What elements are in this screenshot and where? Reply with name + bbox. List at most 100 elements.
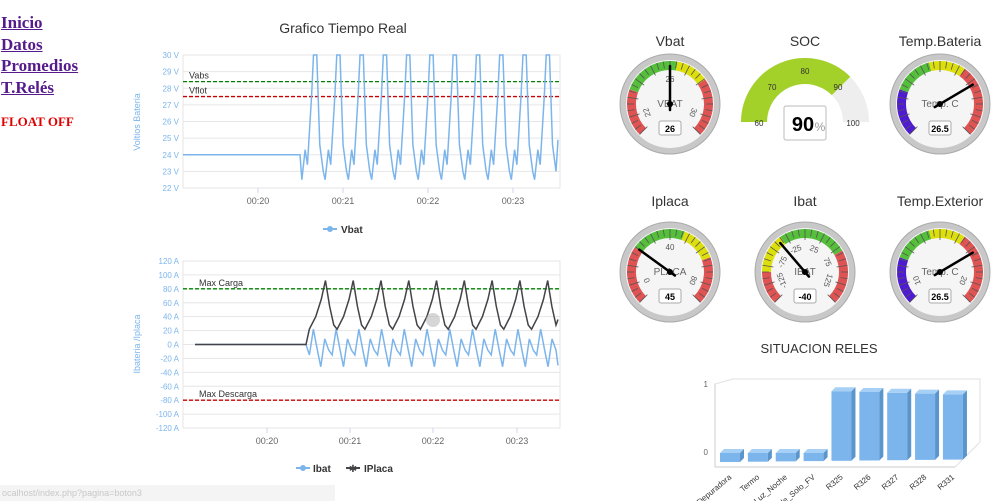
- relay-category-label: R326: [852, 472, 873, 492]
- gauge-tick: [701, 252, 709, 257]
- nav-link-inicio[interactable]: Inicio: [1, 13, 43, 32]
- gauge-tick: [920, 233, 926, 244]
- gauge-tick-label: 75: [821, 256, 833, 268]
- vbat-ytick-label: 26 V: [163, 118, 180, 127]
- vbat-chart-legend[interactable]: Vbat: [323, 225, 363, 236]
- gauge-tick: [954, 65, 960, 76]
- current-plotline-label: Max Descarga: [199, 389, 257, 399]
- gauge-tick: [797, 229, 800, 237]
- gauge-band: [627, 89, 646, 135]
- soc-value: 90: [792, 114, 814, 136]
- nav-link-promedios[interactable]: Promedios: [1, 56, 79, 75]
- gauge-tick: [954, 233, 960, 244]
- gauge-value: 26.5: [931, 124, 949, 134]
- gauge-tick: [901, 119, 909, 124]
- gauge-tick: [819, 233, 825, 244]
- gauge-tick-label: -75: [776, 254, 789, 269]
- gauge-tick: [974, 258, 982, 262]
- relay-bar-top: [775, 449, 800, 453]
- gauge-tick: [920, 65, 926, 76]
- relay-ytick-label: 1: [704, 380, 709, 389]
- gauge-tick: [897, 277, 905, 280]
- gauge-band: [829, 250, 848, 303]
- gauge-tick-label: 125: [821, 273, 834, 289]
- soc-tick-label: 80: [801, 67, 810, 76]
- gauge-temp-bateria: Temp.Bateria Temp. C 26.5: [889, 33, 991, 155]
- gauge-tick: [690, 68, 696, 76]
- gauge-tick: [779, 236, 785, 244]
- gauge-band: [681, 231, 711, 261]
- gauge-tick: [904, 124, 912, 130]
- gauge-tick-label: 26: [666, 75, 675, 84]
- current-chart-legend[interactable]: Ibat ✱ IPlaca: [296, 464, 393, 475]
- gauge-tick: [898, 90, 906, 94]
- gauge-tick: [975, 109, 983, 112]
- gauge-tick: [701, 84, 709, 89]
- gauge-tick: [971, 252, 979, 257]
- gauge-tick: [684, 233, 690, 244]
- gauge-tick: [897, 96, 909, 100]
- gauge-tick: [680, 62, 684, 70]
- gauge-tick: [810, 229, 813, 237]
- relay-bar-top: [831, 387, 856, 392]
- gauge-tick: [690, 236, 696, 244]
- gauge-tick: [945, 229, 948, 237]
- gauge-tick: [830, 246, 841, 254]
- relay-category-label: le_Solo_FV: [779, 472, 817, 501]
- gauge-tick: [960, 236, 966, 244]
- float-status: FLOAT OFF: [1, 114, 74, 129]
- ibat-legend-marker: [300, 465, 306, 471]
- vbat-chart-xaxis: 00:20 00:21 00:22 00:23: [247, 188, 524, 206]
- relay-bar-top: [942, 390, 967, 395]
- iplaca-series-line: [195, 280, 559, 346]
- nav-link-trelés[interactable]: T.Relés: [1, 77, 55, 97]
- gauge-band: [897, 89, 916, 135]
- gauge-tick: [897, 264, 909, 268]
- nav-link-datos[interactable]: Datos: [1, 34, 43, 54]
- vbat-plot-area: [182, 54, 561, 189]
- gauge-bezel: [754, 221, 856, 323]
- vbat-legend-label[interactable]: Vbat: [341, 225, 363, 236]
- gauge-title: Temp.Bateria: [899, 33, 982, 49]
- gauge-face: [896, 60, 984, 148]
- vbat-ytick-label: 23 V: [163, 167, 180, 176]
- gauge-tick: [836, 252, 844, 257]
- relay-category-label: Luz_Noche: [752, 472, 789, 501]
- gauge-tick-label: 0: [642, 276, 652, 284]
- gauge-tick: [769, 292, 777, 298]
- relay-bar-front: [942, 394, 963, 460]
- gauge-tick: [774, 294, 783, 303]
- gauge-tick: [909, 73, 915, 79]
- iplaca-legend-label[interactable]: IPlaca: [364, 464, 393, 475]
- gauge-needle: [638, 248, 677, 277]
- relay-bar-r328: R328: [908, 389, 940, 492]
- relay-bar-termo: Termo: [738, 449, 772, 494]
- gauge-tick-label: 30: [687, 107, 699, 119]
- gauge-tick: [960, 68, 966, 76]
- relay-chart-frame: [714, 378, 981, 468]
- gauge-tick: [914, 68, 920, 76]
- gauge-tick: [631, 287, 639, 292]
- gauge-band: [762, 272, 781, 303]
- relay-bar-top: [859, 388, 884, 392]
- gauge-tick: [825, 236, 831, 244]
- current-ytick-label: 100 A: [159, 271, 180, 280]
- vbat-series-line: [183, 54, 559, 180]
- gauge-band: [899, 62, 932, 93]
- relay-bar-luz_noche: Luz_Noche: [752, 449, 800, 501]
- gauge-tick: [909, 294, 918, 303]
- gauge-tick: [962, 126, 971, 135]
- ibat-legend-label[interactable]: Ibat: [313, 464, 331, 475]
- gauge-band: [627, 247, 646, 303]
- gauge-band: [959, 236, 983, 303]
- current-xtick-label: 00:21: [339, 436, 362, 446]
- gauge-value: -40: [798, 292, 811, 302]
- current-chart-xaxis: 00:20 00:21 00:22 00:23: [256, 428, 528, 446]
- gauge-face: [761, 228, 849, 316]
- gauge-value-box: [658, 120, 682, 136]
- vbat-ytick-label: 29 V: [163, 68, 180, 77]
- vbat-chart-ylabel: Voltios Bateria: [132, 93, 142, 151]
- vbat-plotline-label: Vabs: [189, 71, 209, 81]
- relay-bar-side: [767, 449, 772, 462]
